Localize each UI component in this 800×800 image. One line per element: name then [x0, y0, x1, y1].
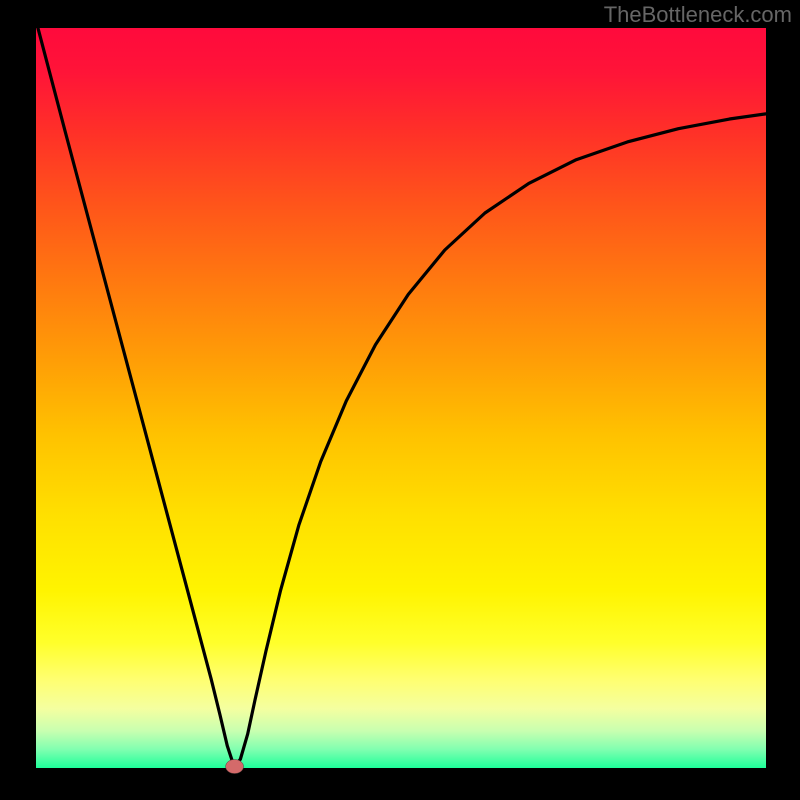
gradient-background: [36, 28, 766, 768]
chart-container: TheBottleneck.com: [0, 0, 800, 800]
watermark-text: TheBottleneck.com: [604, 2, 792, 28]
optimal-point-marker: [226, 760, 244, 774]
bottleneck-chart: [0, 0, 800, 800]
